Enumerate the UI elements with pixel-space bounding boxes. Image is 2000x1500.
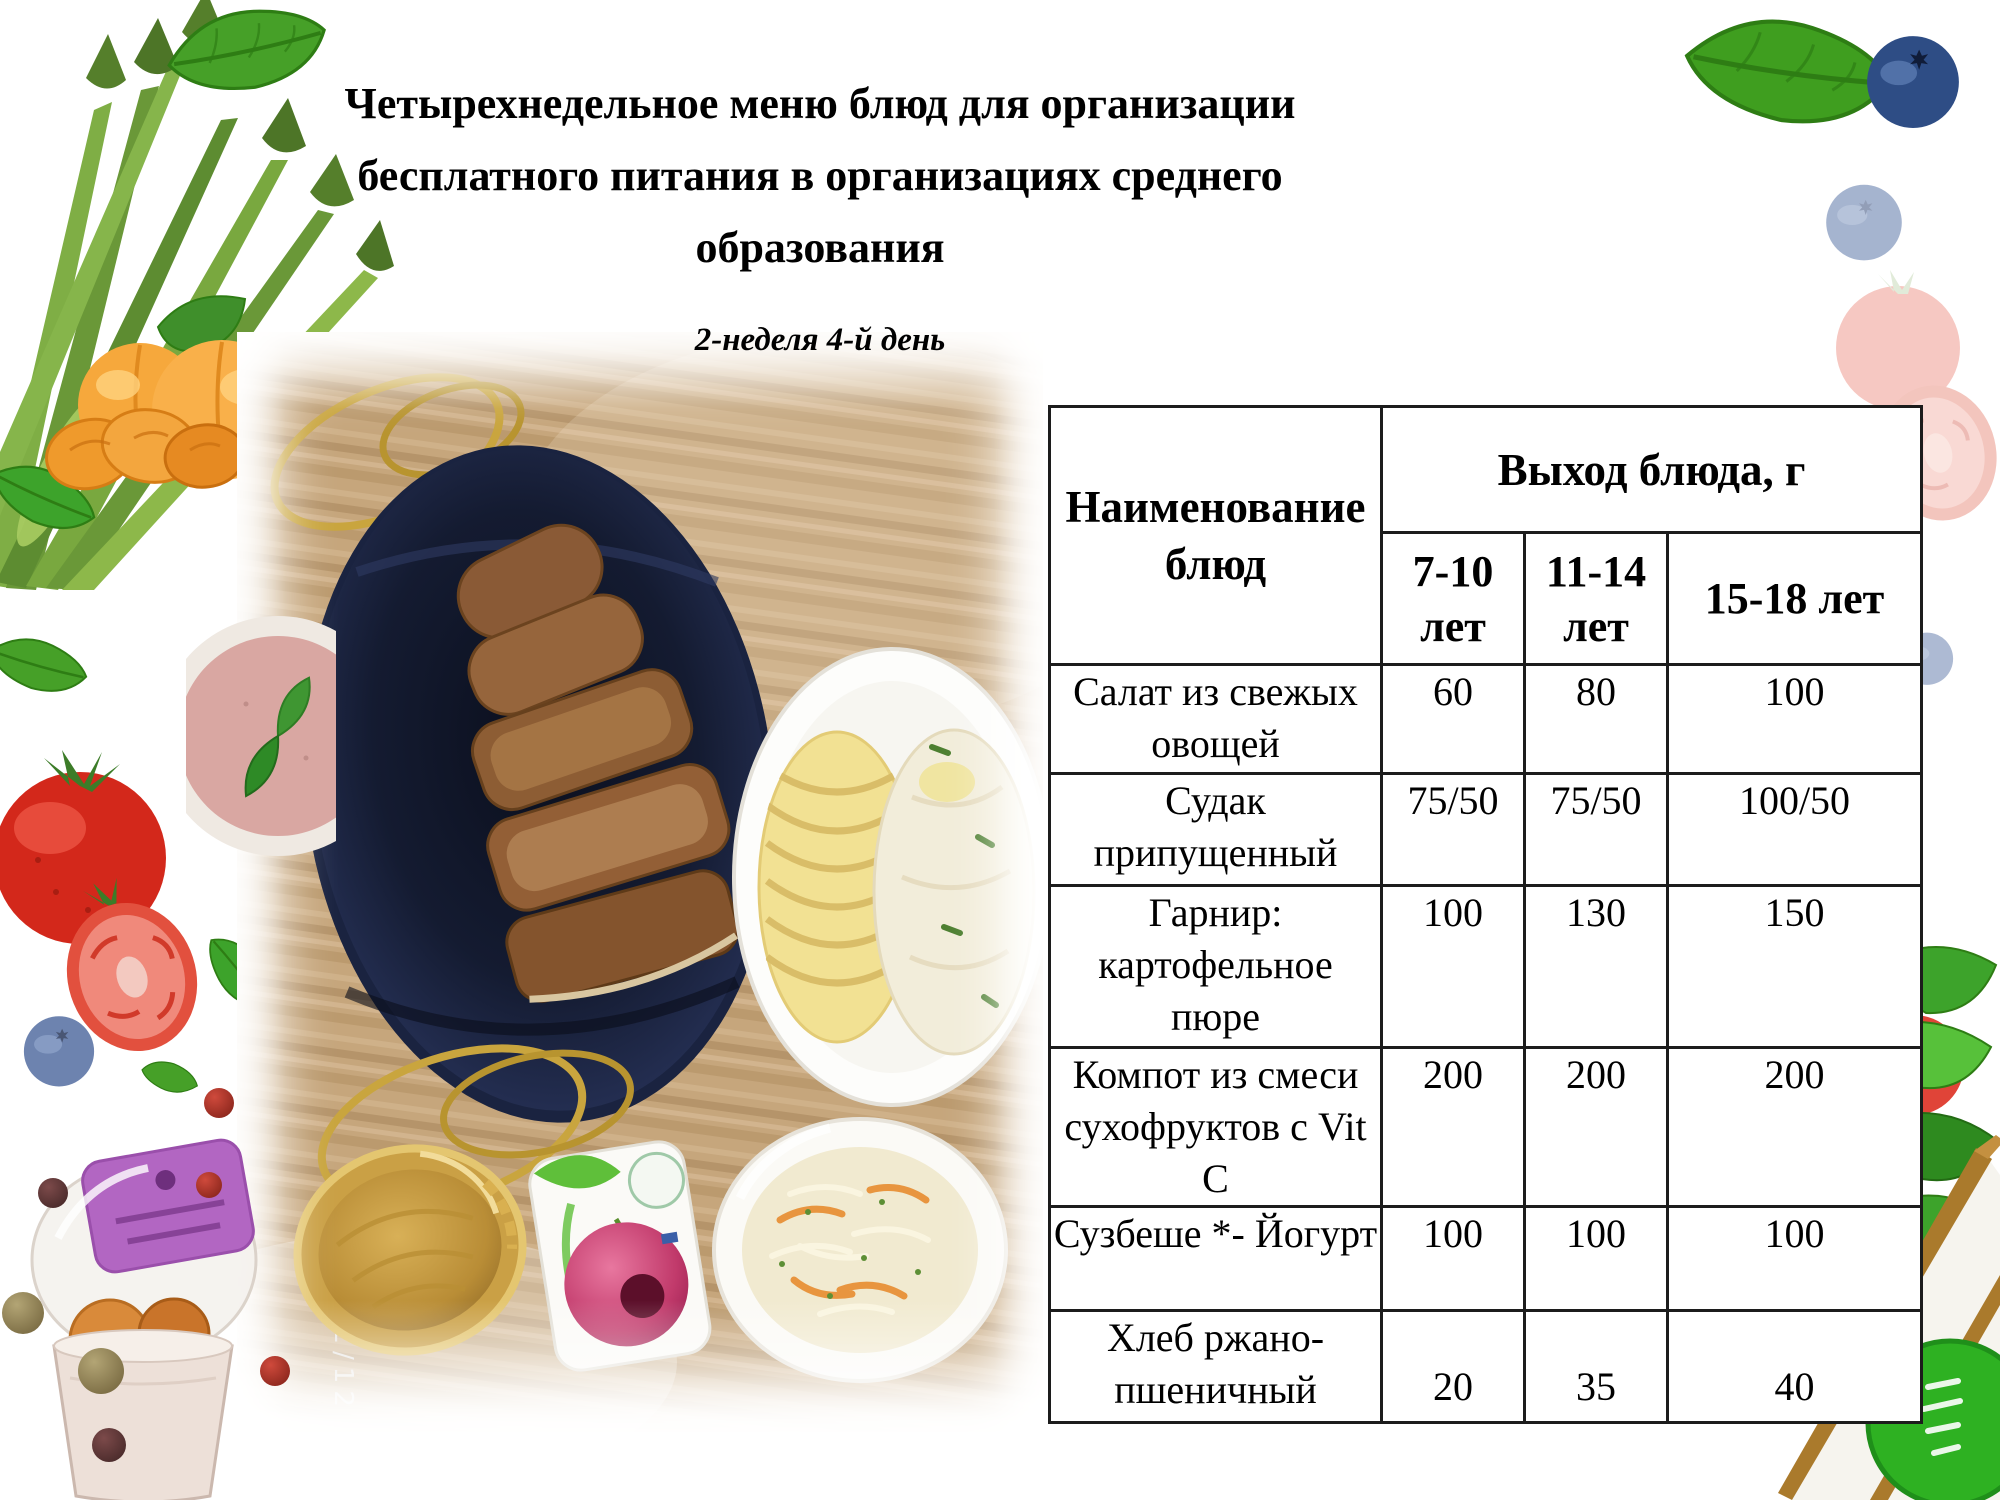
table-row: Компот из смеси сухофруктов с Vit C 200 … (1048, 1046, 1924, 1208)
portion-value-cell: 100 (1380, 884, 1526, 1049)
compote-glass-image (293, 1144, 527, 1356)
berry-icon (196, 1172, 222, 1198)
page-title-line: Четырехнедельное меню блюд для организац… (344, 79, 1296, 128)
portion-value-cell: 40 (1665, 1309, 1924, 1424)
page-title-line: образования (695, 223, 945, 272)
mashed-potato-plate-image (732, 647, 1043, 1107)
leaf-icon (0, 465, 96, 530)
leaf-icon (141, 1061, 198, 1093)
berry-icon (2, 1292, 44, 1334)
leaf-icon (0, 638, 88, 692)
portion-value-cell: 20 (1380, 1309, 1526, 1424)
portion-value-cell: 150 (1665, 884, 1924, 1049)
portion-value-cell: 100 (1523, 1205, 1669, 1312)
dried-apricots-image (45, 408, 247, 491)
table-row: Хлеб ржано-пшеничный 20 35 40 (1048, 1309, 1924, 1424)
berry-icon (38, 1178, 68, 1208)
portion-value-cell: 200 (1665, 1046, 1924, 1208)
page-title: Четырехнедельное меню блюд для организац… (290, 68, 1350, 284)
dish-name-cell: Сузбеше *- Йогурт (1048, 1205, 1383, 1312)
page-title-line: бесплатного питания в организациях средн… (357, 151, 1283, 200)
berry-icon (92, 1428, 126, 1462)
portion-value-cell: 100/50 (1665, 772, 1924, 887)
col-header-age-11-14: 11-14 лет (1523, 531, 1669, 666)
table-row: Сузбеше *- Йогурт 100 100 100 (1048, 1205, 1924, 1312)
col-header-age-7-10: 7-10 лет (1380, 531, 1526, 666)
table-row: Салат из свежых овощей 60 80 100 (1048, 663, 1924, 775)
portion-value-cell: 100 (1665, 1205, 1924, 1312)
blueberry-icon (1826, 184, 1902, 261)
menu-table: Наименование блюд Выход блюда, г 7-10 ле… (1048, 405, 1924, 1424)
portion-value-cell: 75/50 (1380, 772, 1526, 887)
col-header-dish-name: Наименование блюд (1048, 405, 1383, 666)
portion-value-cell: 200 (1380, 1046, 1526, 1208)
table-row: Судак припущенный 75/50 75/50 100/50 (1048, 772, 1924, 887)
dish-name-cell: Салат из свежых овощей (1048, 663, 1383, 775)
dish-name-cell: Судак припущенный (1048, 772, 1383, 887)
col-header-age-15-18: 15-18 лет (1665, 531, 1924, 666)
fish-image (872, 728, 1036, 1056)
portion-value-cell: 200 (1523, 1046, 1669, 1208)
berry-icon (204, 1088, 234, 1118)
berry-icon (78, 1348, 124, 1394)
salad-bowl-image (712, 1117, 1008, 1383)
portion-value-cell: 130 (1523, 884, 1669, 1049)
berry-icon (260, 1356, 290, 1386)
portion-value-cell: 100 (1665, 663, 1924, 775)
table-row: Гарнир: картофельное пюре 100 130 150 (1048, 884, 1924, 1049)
smoothie-cup-image (186, 616, 336, 856)
portion-value-cell: 100 (1380, 1205, 1526, 1312)
leaf-icon (167, 9, 326, 91)
dish-name-cell: Хлеб ржано-пшеничный (1048, 1309, 1383, 1424)
yogurt-cup-image (528, 1140, 712, 1372)
meal-photo: 2024/12/12 (237, 332, 1043, 1432)
bread-slices-image (456, 523, 740, 1003)
col-header-output: Выход блюда, г (1379, 405, 1924, 534)
dish-name-cell: Гарнир: картофельное пюре (1048, 884, 1383, 1049)
page-subtitle: 2-неделя 4-й день (694, 322, 946, 358)
portion-value-cell: 35 (1523, 1309, 1669, 1424)
tomatoes-image (0, 750, 198, 1052)
portion-value-cell: 75/50 (1523, 772, 1669, 887)
blueberry-icon (23, 1016, 95, 1087)
blueberry-icon (1867, 36, 1959, 128)
dried-fruit-cup-image (30, 1138, 258, 1500)
portion-value-cell: 60 (1380, 663, 1526, 775)
portion-value-cell: 80 (1523, 663, 1669, 775)
dish-name-cell: Компот из смеси сухофруктов с Vit C (1048, 1046, 1383, 1208)
